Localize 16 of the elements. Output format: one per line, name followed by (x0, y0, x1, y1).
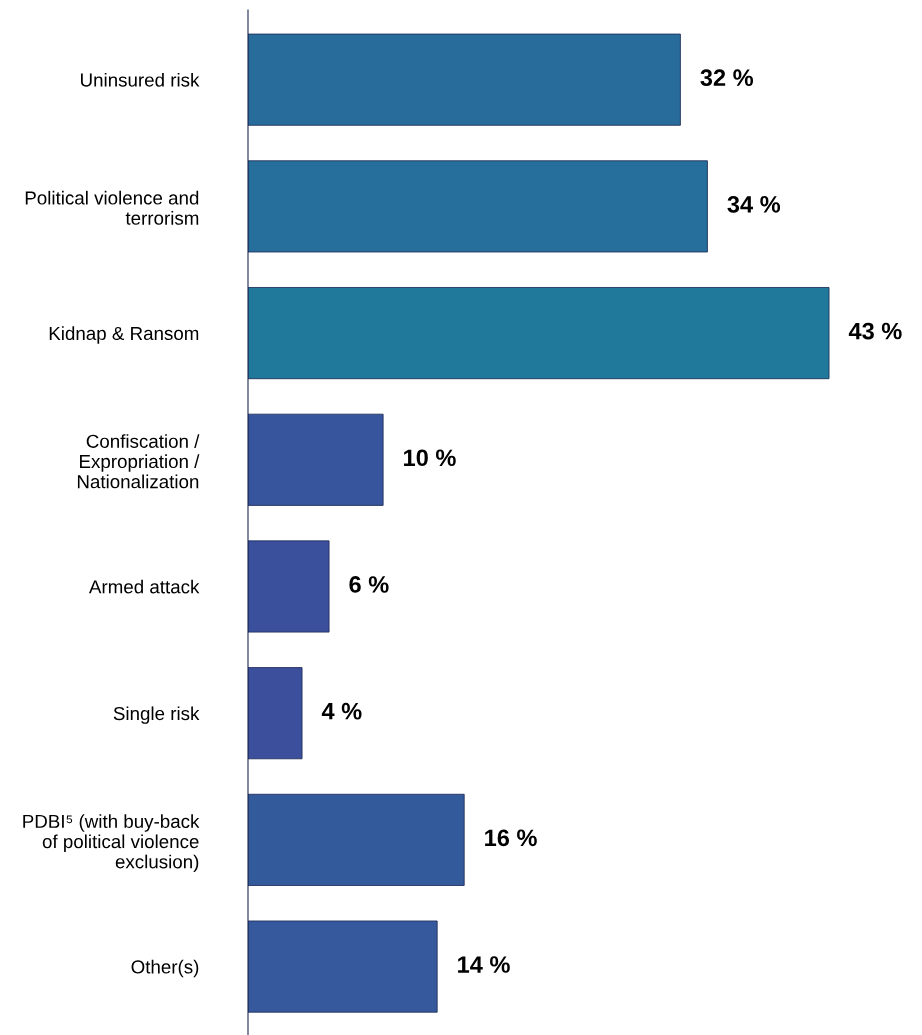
y-tick-label: Uninsured risk (81, 72, 200, 87)
data-label: 32 % (700, 69, 754, 87)
data-label: 16 % (485, 829, 537, 847)
data-label: 10 % (404, 449, 456, 467)
y-tick-label: Kidnap & Ransom (49, 326, 199, 344)
y-tick-label: Single risk (113, 706, 200, 724)
y-tick-label: Armed attack (88, 579, 200, 594)
data-label: 43 % (848, 322, 902, 340)
y-tick-label: Political violence and terrorism (25, 190, 199, 225)
y-tick-label: PDBI⁵ (with buy-back of political violence exclusion) (23, 814, 200, 873)
data-label: 14 % (458, 956, 510, 973)
y-tick-label: Other(s) (131, 959, 199, 978)
y-tick-label: Confiscation / Expropriation / Nationalization (77, 434, 200, 489)
data-label: 34 % (727, 196, 781, 213)
data-label: 6 % (349, 576, 389, 593)
data-label: 4 % (321, 702, 362, 720)
